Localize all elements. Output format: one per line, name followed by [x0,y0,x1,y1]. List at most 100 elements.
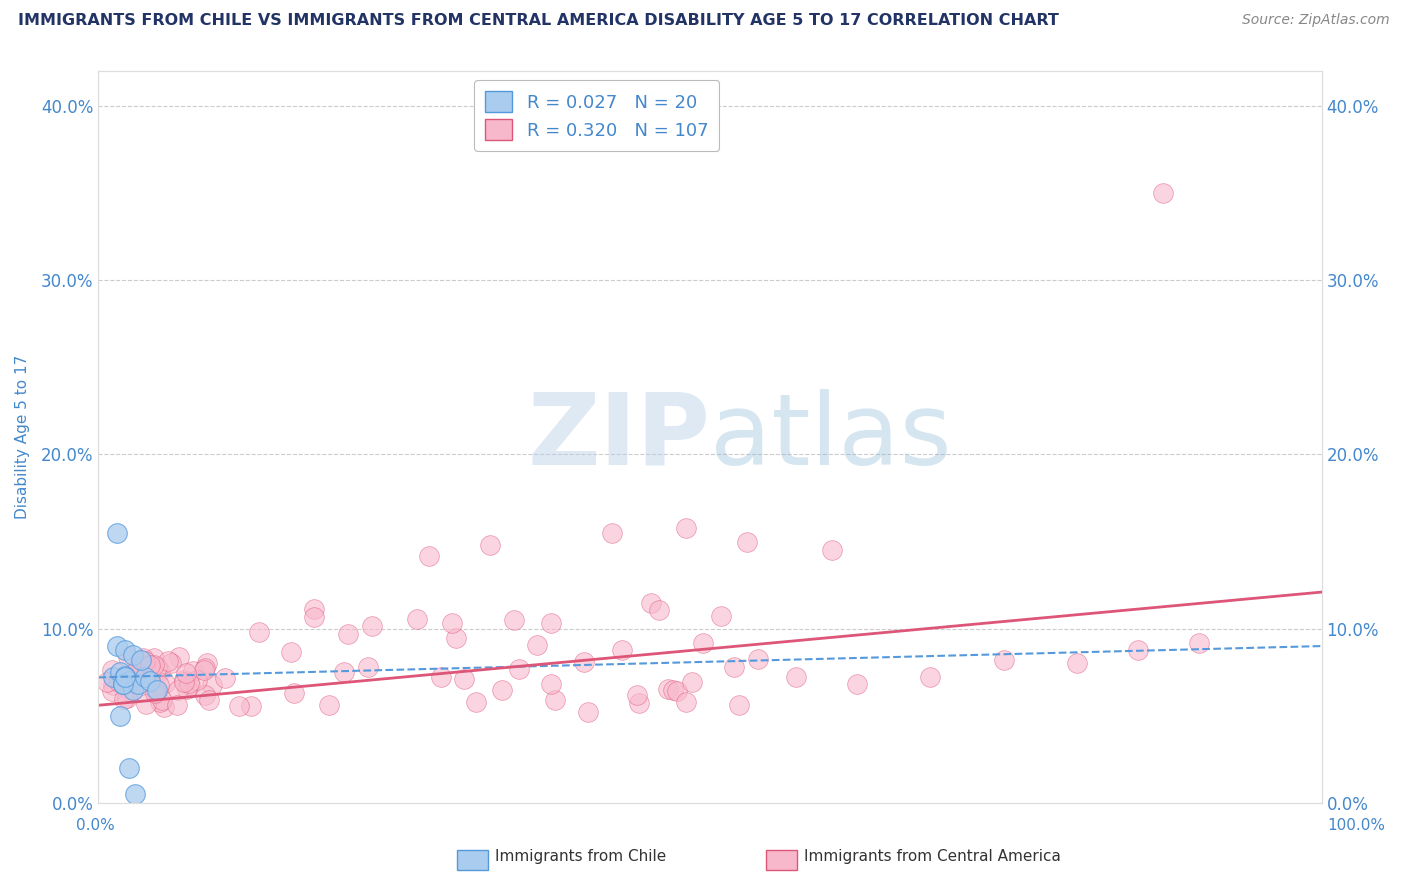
Text: atlas: atlas [710,389,952,485]
Point [148,678,170,692]
Point [146,659,169,673]
Point [692,636,714,650]
Point [194,661,217,675]
Point [600,525,623,540]
Point [845,677,868,691]
Point [145,684,167,698]
Point [139,673,162,688]
Text: IMMIGRANTS FROM CHILE VS IMMIGRANTS FROM CENTRAL AMERICA DISABILITY AGE 5 TO 17 : IMMIGRANTS FROM CHILE VS IMMIGRANTS FROM… [18,13,1059,29]
Point [214,671,236,685]
Point [166,698,188,712]
Point [228,698,250,713]
Point [115,691,138,706]
Point [478,538,501,552]
Point [134,670,156,684]
Point [723,660,745,674]
Point [127,677,149,691]
Point [139,658,162,673]
Point [1066,657,1088,671]
Point [146,682,169,697]
Point [112,692,135,706]
Point [336,627,359,641]
Point [993,653,1015,667]
Point [134,658,156,673]
Point [135,698,157,712]
Point [111,677,134,691]
Point [418,549,440,563]
Point [628,696,651,710]
Point [195,656,218,670]
Point [356,660,378,674]
Point [173,673,195,687]
Point [430,670,453,684]
Point [101,684,124,698]
Point [406,612,429,626]
Point [194,688,217,702]
Point [662,682,685,697]
Point [169,650,191,665]
Point [117,649,139,664]
Point [747,652,769,666]
Point [111,677,134,691]
Point [110,665,132,680]
Point [280,645,302,659]
Point [125,669,148,683]
Point [150,693,173,707]
Point [128,659,150,673]
Point [159,656,181,670]
Point [101,678,124,692]
Point [143,685,166,699]
Text: Source: ZipAtlas.com: Source: ZipAtlas.com [1241,13,1389,28]
Point [176,681,198,696]
Point [728,698,751,712]
Point [198,693,221,707]
Point [121,648,143,662]
Point [302,609,325,624]
Point [132,651,155,665]
Text: Immigrants from Chile: Immigrants from Chile [495,849,666,863]
Point [610,642,633,657]
Point [441,615,464,630]
Point [153,676,176,690]
Point [143,650,166,665]
Point [186,673,208,687]
Point [101,670,124,684]
Point [121,682,143,697]
Point [181,665,204,679]
Point [1188,635,1211,649]
Point [179,676,201,690]
Point [682,674,704,689]
Point [124,665,146,679]
Point [735,534,758,549]
Point [540,615,562,630]
Point [174,665,197,680]
Point [179,678,201,692]
Text: 100.0%: 100.0% [1327,818,1386,832]
Point [118,684,141,698]
Point [444,631,467,645]
Point [576,705,599,719]
Text: 0.0%: 0.0% [76,818,115,832]
Point [135,676,157,690]
Point [142,666,165,681]
Point [318,698,340,712]
Point [247,624,270,639]
Point [360,619,382,633]
Point [108,674,131,689]
Point [640,596,662,610]
Text: ZIP: ZIP [527,389,710,485]
Point [240,699,263,714]
Point [920,670,942,684]
Point [156,654,179,668]
Point [193,663,215,677]
Point [1128,642,1150,657]
Point [96,675,118,690]
Point [118,761,141,775]
Point [710,608,733,623]
Point [129,653,152,667]
Point [167,683,190,698]
Point [148,664,170,678]
Point [143,658,166,673]
Point [675,521,697,535]
Point [110,708,132,723]
